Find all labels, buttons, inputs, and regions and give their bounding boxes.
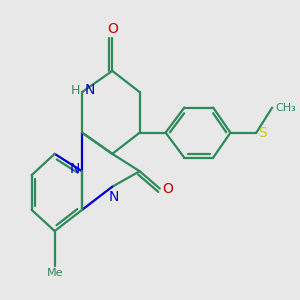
Text: N: N <box>84 83 95 97</box>
Text: O: O <box>162 182 173 196</box>
Text: H: H <box>71 84 81 97</box>
Text: N: N <box>69 162 80 176</box>
Text: CH₃: CH₃ <box>275 103 296 112</box>
Text: Me: Me <box>46 268 63 278</box>
Text: N: N <box>109 190 119 204</box>
Text: O: O <box>107 22 118 36</box>
Text: S: S <box>258 126 266 140</box>
